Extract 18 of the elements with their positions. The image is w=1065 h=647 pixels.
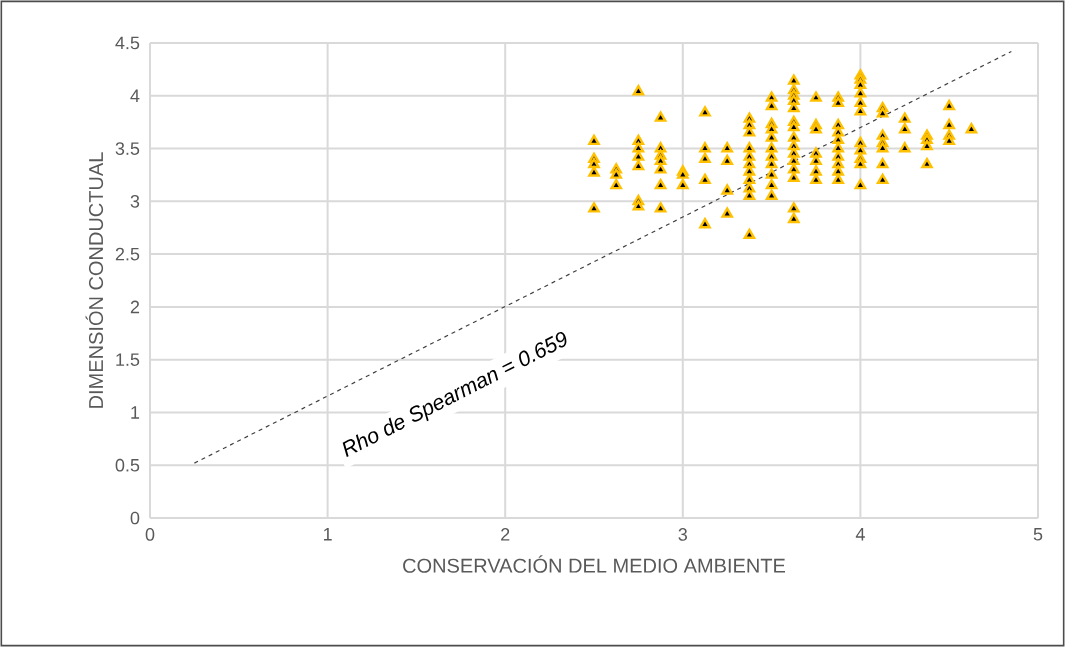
y-tick-label: 0.5 xyxy=(115,458,140,472)
x-tick-label: 1 xyxy=(323,528,332,541)
y-axis-title: DIMENSIÓN CONDUCTUAL xyxy=(85,152,104,408)
x-tick-label: 4 xyxy=(855,528,865,541)
x-tick-label: 0 xyxy=(145,528,155,541)
y-tick-label: 2 xyxy=(130,300,140,314)
y-tick-label: 2.5 xyxy=(115,247,140,261)
y-tick-label: 3.5 xyxy=(115,142,140,155)
y-tick-label: 4.5 xyxy=(115,36,140,50)
y-tick-label: 1 xyxy=(131,406,140,419)
x-tick-label: 3 xyxy=(678,528,688,541)
y-tick-label: 4 xyxy=(130,89,140,102)
x-tick-label: 5 xyxy=(1033,528,1043,541)
x-tick-label: 2 xyxy=(501,528,510,541)
y-tick-label: 3 xyxy=(130,194,140,208)
x-axis-title: CONSERVACIÓN DEL MEDIO AMBIENTE xyxy=(403,555,786,573)
y-tick-label: 0 xyxy=(130,511,140,525)
y-tick-label: 1.5 xyxy=(116,353,140,366)
